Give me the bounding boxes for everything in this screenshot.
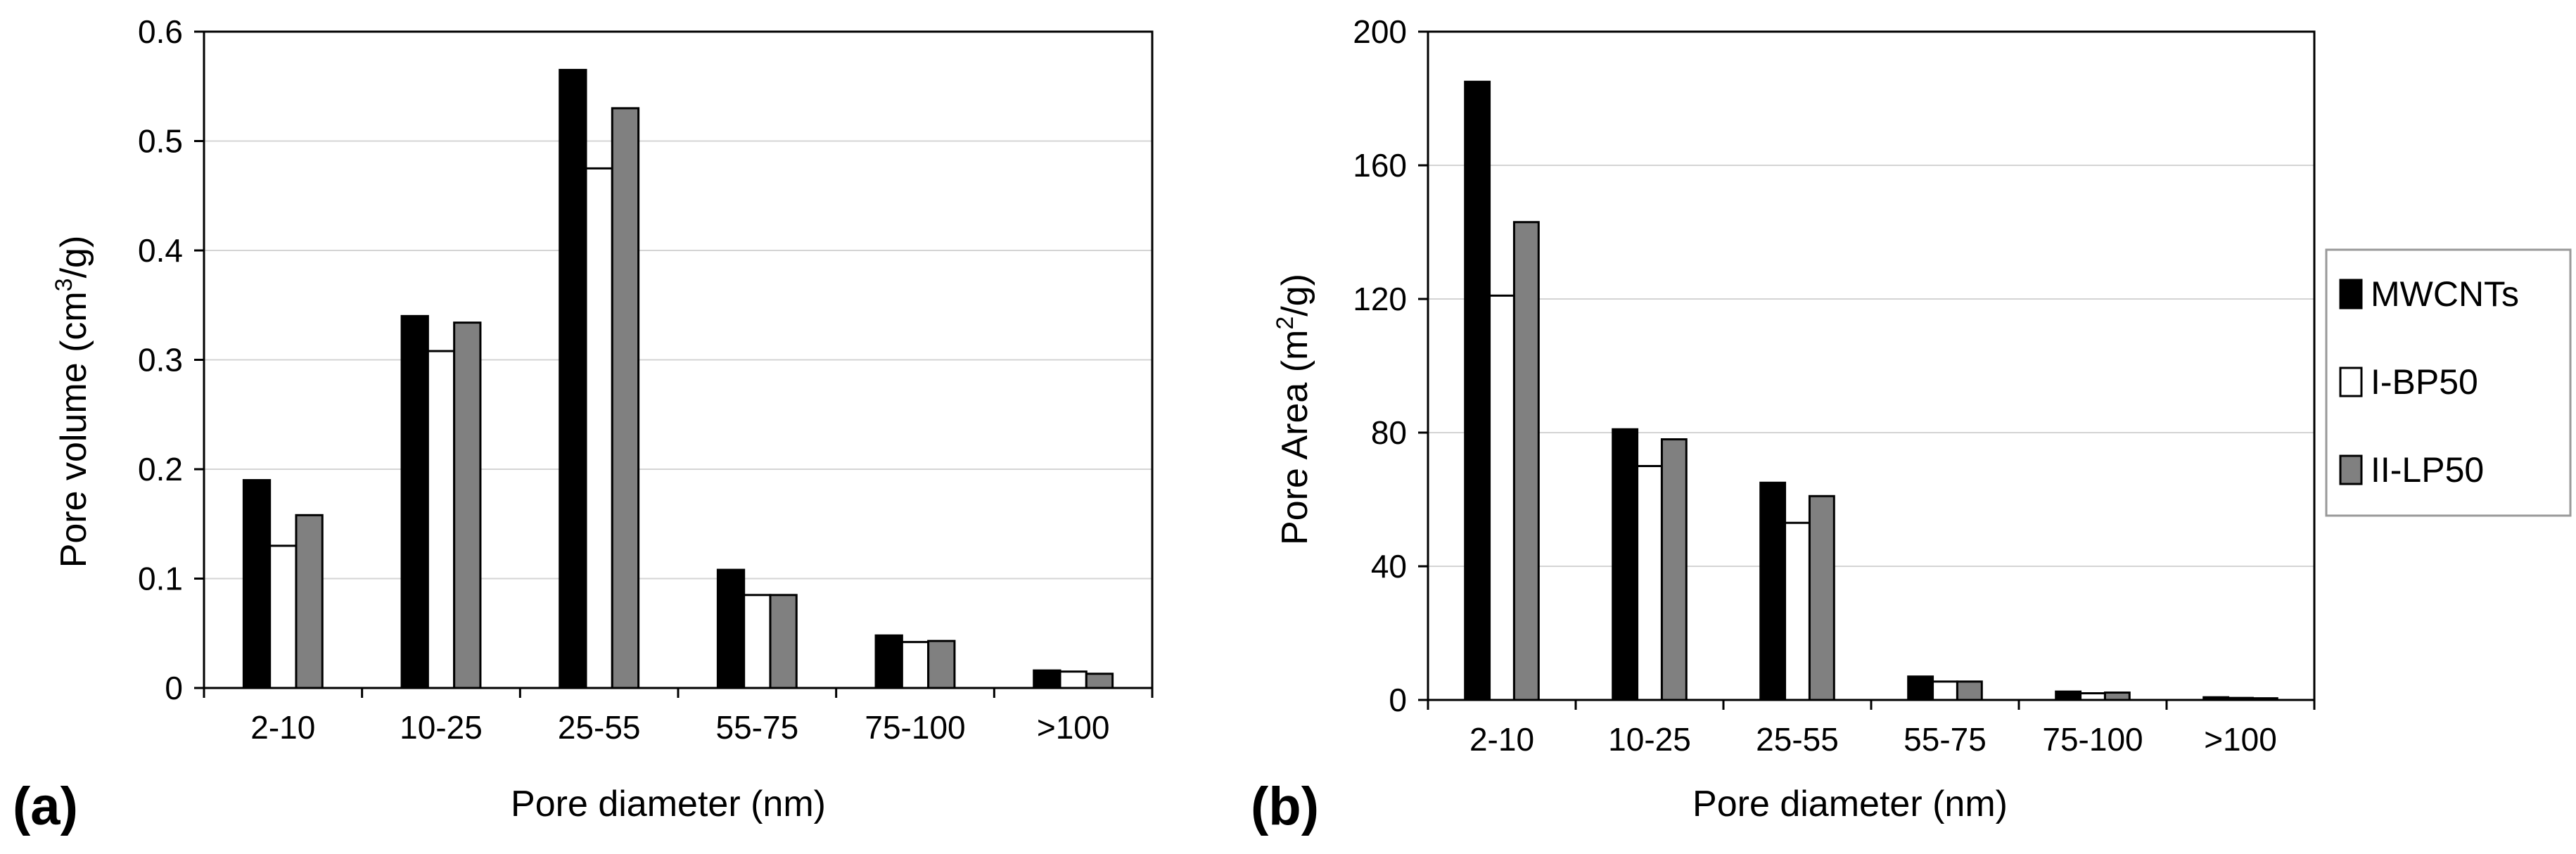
bar-mwcnts-55-75 [716,568,746,689]
bar-i-bp50-10-25 [1636,465,1663,701]
chart-a-axes [194,30,1154,698]
bar-mwcnts-10-25 [1612,428,1639,701]
bar-i-bp50-55-75 [743,594,772,689]
plot-frame [1427,30,2316,701]
chart-b-x-tick-labels: 2-10 10-25 25-55 55-75 75-100 >100 [1469,721,2277,758]
y-tick-label: 120 [1353,281,1407,317]
chart-b-y-axis-title: Pore Area (m2/g) [1272,274,1315,545]
chart-b-bars [1464,80,2278,701]
bar-i-bp50-25-55 [585,167,613,689]
bar-ii-lp50-25-55 [1808,495,1835,701]
x-tick-label: >100 [1037,709,1110,746]
legend-swatch-ii-lp50 [2339,454,2363,485]
x-tick-label: >100 [2204,721,2277,758]
x-tick-label: 75-100 [2042,721,2143,758]
chart-b: 0 40 80 120 160 200 2-10 10-25 25-55 55-75 75-100… [1251,13,2316,836]
y-tick-label: 0.1 [138,561,183,597]
y-tick-label: 80 [1371,414,1407,451]
chart-b-axes [1418,30,2316,710]
x-tick-label: 10-25 [400,709,483,746]
y-tick-label: 0 [1389,682,1407,718]
bar-ii-lp50-2-10 [295,514,324,689]
legend-swatch-i-bp50 [2339,367,2363,397]
bar-ii-lp50-25-55 [611,107,640,689]
bar-ii-lp50-55-75 [769,594,798,689]
y-tick-label: 0 [165,670,183,706]
chart-a-y-axis-title: Pore volume (cm3/g) [51,236,94,568]
bar-ii-lp50-2-10 [1512,221,1540,701]
chart-a-gridlines [204,31,1152,580]
bar-mwcnts-100 [1033,669,1061,689]
bar-mwcnts-25-55 [1759,481,1787,701]
y-tick-label: 200 [1353,13,1407,50]
x-tick-label: 10-25 [1608,721,1691,758]
legend-label-ii-lp50: II-LP50 [2371,450,2484,490]
bar-i-bp50-10-25 [426,350,456,689]
y-tick-label: 0.5 [138,123,183,160]
chart-b-y-tick-labels: 0 40 80 120 160 200 [1353,13,1407,718]
bar-ii-lp50-10-25 [1660,438,1688,701]
x-tick-label: 55-75 [1904,721,1987,758]
y-tick-label: 0.3 [138,342,183,378]
legend-label-i-bp50: I-BP50 [2371,362,2478,402]
bar-i-bp50-25-55 [1784,521,1811,701]
bar-i-bp50-2-10 [1488,294,1515,701]
bar-ii-lp50-55-75 [1956,680,1983,701]
y-tick-label: 0.2 [138,451,183,487]
legend-swatch-mwcnts [2339,279,2363,310]
bar-mwcnts-2-10 [242,479,272,689]
chart-a-y-tick-labels: 0 0.1 0.2 0.3 0.4 0.5 0.6 [138,13,183,706]
y-tick-label: 0.4 [138,232,183,269]
panel-label-b: (b) [1251,777,1319,836]
bar-ii-lp50-10-25 [453,321,482,689]
legend-frame [2325,248,2572,517]
x-tick-label: 2-10 [1469,721,1534,758]
bar-mwcnts-25-55 [559,68,587,689]
bar-i-bp50-100 [1059,670,1088,689]
x-tick-label: 25-55 [1756,721,1839,758]
bar-mwcnts-75-100 [2055,690,2082,701]
chart-a-bars [242,68,1114,689]
bar-mwcnts-2-10 [1464,80,1491,701]
bar-i-bp50-2-10 [269,544,298,689]
bar-ii-lp50-75-100 [927,639,956,689]
y-tick-label: 40 [1371,548,1407,585]
chart-a: 0 0.1 0.2 0.3 0.4 0.5 0.6 2-10 10-25 25-55 55-75 7… [13,13,1154,836]
chart-b-x-axis-title: Pore diameter (nm) [1692,784,2008,824]
bar-mwcnts-75-100 [874,634,903,689]
chart-a-x-axis-title: Pore diameter (nm) [511,784,826,824]
x-tick-label: 25-55 [558,709,641,746]
x-tick-label: 55-75 [716,709,799,746]
bar-i-bp50-75-100 [900,641,930,689]
legend-label-mwcnts: MWCNTs [2371,274,2519,314]
x-tick-label: 2-10 [250,709,315,746]
y-tick-label: 0.6 [138,13,183,50]
bar-mwcnts-10-25 [400,314,429,689]
panel-label-a: (a) [13,777,78,836]
chart-a-x-tick-labels: 2-10 10-25 25-55 55-75 75-100 >100 [250,709,1109,746]
bar-ii-lp50-75-100 [2103,692,2131,701]
chart-legend: MWCNTs I-BP50 II-LP50 [2325,248,2572,517]
x-tick-label: 75-100 [865,709,965,746]
y-tick-label: 160 [1353,147,1407,184]
chart-b-gridlines [1428,31,2314,567]
bar-i-bp50-55-75 [1932,680,1958,701]
bar-mwcnts-55-75 [1907,675,1934,701]
bar-ii-lp50-100 [1085,673,1114,689]
